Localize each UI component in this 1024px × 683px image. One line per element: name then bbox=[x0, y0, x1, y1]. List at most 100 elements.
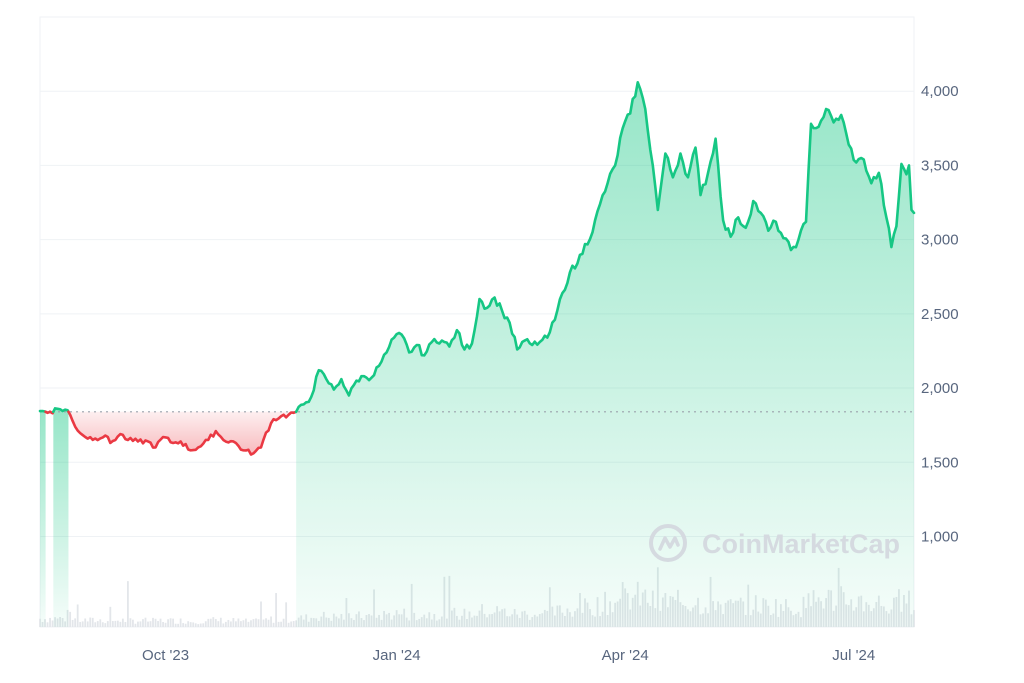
volume-bar bbox=[99, 619, 102, 627]
volume-bar bbox=[287, 622, 290, 627]
volume-bar bbox=[285, 602, 288, 627]
volume-bar bbox=[222, 623, 225, 627]
volume-bar bbox=[234, 621, 237, 627]
volume-bar bbox=[199, 623, 202, 627]
volume-bar bbox=[219, 617, 222, 627]
volume-bar bbox=[182, 623, 185, 627]
volume-bar bbox=[217, 621, 220, 627]
price-area-up bbox=[40, 410, 46, 627]
volume-bar bbox=[252, 619, 255, 627]
volume-bar bbox=[280, 621, 283, 627]
watermark: CoinMarketCap bbox=[649, 524, 900, 562]
price-line-up bbox=[52, 407, 70, 414]
volume-bar bbox=[245, 618, 247, 627]
volume-bar bbox=[177, 623, 180, 627]
volume-bar bbox=[71, 619, 74, 627]
volume-bar bbox=[174, 623, 177, 627]
volume-bar bbox=[142, 619, 144, 627]
price-area-up bbox=[296, 82, 914, 628]
x-tick-label: Jul '24 bbox=[832, 647, 875, 664]
volume-bar bbox=[189, 622, 192, 627]
volume-bar bbox=[265, 618, 267, 627]
volume-bar bbox=[89, 617, 92, 627]
x-tick-label: Apr '24 bbox=[602, 647, 649, 664]
volume-bar bbox=[157, 621, 159, 627]
price-line-up bbox=[294, 81, 916, 414]
volume-bar bbox=[282, 618, 285, 627]
volume-bar bbox=[139, 621, 142, 627]
volume-bar bbox=[101, 622, 104, 627]
volume-bar bbox=[202, 623, 205, 627]
volume-bar bbox=[79, 621, 82, 627]
volume-bar bbox=[292, 621, 295, 627]
volume-bar bbox=[164, 622, 167, 627]
volume-bar bbox=[124, 622, 127, 627]
volume-bar bbox=[184, 623, 187, 627]
y-tick-label: 3,000 bbox=[921, 232, 959, 249]
volume-bar bbox=[232, 618, 235, 627]
volume-bar bbox=[104, 623, 107, 627]
x-tick-label: Oct '23 bbox=[142, 647, 189, 664]
volume-bar bbox=[114, 620, 117, 627]
volume-bar bbox=[227, 619, 230, 627]
volume-bar bbox=[272, 622, 275, 627]
volume-bar bbox=[204, 621, 207, 627]
volume-bar bbox=[49, 617, 51, 627]
volume-bar bbox=[91, 617, 94, 627]
y-tick-label: 3,500 bbox=[921, 157, 959, 174]
volume-bar bbox=[169, 618, 172, 627]
volume-bar bbox=[86, 621, 89, 627]
volume-bar bbox=[144, 617, 147, 627]
volume-bar bbox=[257, 619, 260, 627]
price-line bbox=[38, 81, 916, 456]
volume-bar bbox=[81, 621, 84, 627]
volume-bar bbox=[179, 618, 182, 627]
coinmarketcap-logo-icon bbox=[649, 524, 687, 562]
volume-bar bbox=[172, 618, 175, 627]
volume-bar bbox=[106, 621, 109, 627]
x-tick-label: Jan '24 bbox=[373, 647, 421, 664]
y-tick-label: 1,500 bbox=[921, 454, 959, 471]
y-tick-label: 2,500 bbox=[921, 306, 959, 323]
y-axis: 1,000 1,500 2,000 2,500 3,000 3,500 4,000 bbox=[921, 83, 959, 545]
volume-bar bbox=[260, 601, 262, 627]
y-tick-label: 4,000 bbox=[921, 83, 959, 100]
volume-bar bbox=[290, 621, 293, 627]
volume-bar bbox=[121, 618, 124, 627]
price-area-up bbox=[53, 408, 69, 627]
volume-bar bbox=[84, 618, 87, 627]
watermark-text: CoinMarketCap bbox=[702, 529, 900, 559]
volume-bar bbox=[167, 619, 169, 627]
volume-bar bbox=[94, 622, 97, 627]
volume-bar bbox=[69, 611, 72, 627]
volume-bar bbox=[275, 593, 277, 627]
volume-bar bbox=[127, 581, 129, 627]
volume-bar bbox=[197, 624, 200, 627]
volume-bar bbox=[147, 621, 149, 627]
volume-bar bbox=[207, 618, 210, 627]
volume-bar bbox=[255, 618, 257, 627]
volume-bar bbox=[250, 620, 252, 627]
volume-bar bbox=[247, 621, 250, 627]
volume-bar bbox=[187, 621, 190, 627]
price-area-down bbox=[68, 411, 297, 455]
x-axis: Oct '23 Jan '24 Apr '24 Jul '24 bbox=[142, 647, 875, 664]
volume-bar bbox=[270, 616, 272, 627]
volume-bar bbox=[162, 621, 164, 627]
y-tick-label: 1,000 bbox=[921, 528, 959, 545]
volume-bar bbox=[132, 619, 134, 627]
volume-bar bbox=[129, 618, 132, 627]
volume-bar bbox=[277, 621, 280, 627]
volume-bar bbox=[214, 618, 217, 627]
volume-bar bbox=[224, 621, 227, 627]
volume-bar bbox=[46, 622, 49, 627]
volume-bar bbox=[159, 618, 162, 627]
volume-bar bbox=[242, 620, 245, 627]
y-tick-label: 2,000 bbox=[921, 380, 959, 397]
volume-bar bbox=[154, 618, 157, 627]
volume-bar bbox=[134, 623, 137, 627]
volume-bar bbox=[76, 604, 79, 627]
volume-bar bbox=[212, 617, 215, 627]
